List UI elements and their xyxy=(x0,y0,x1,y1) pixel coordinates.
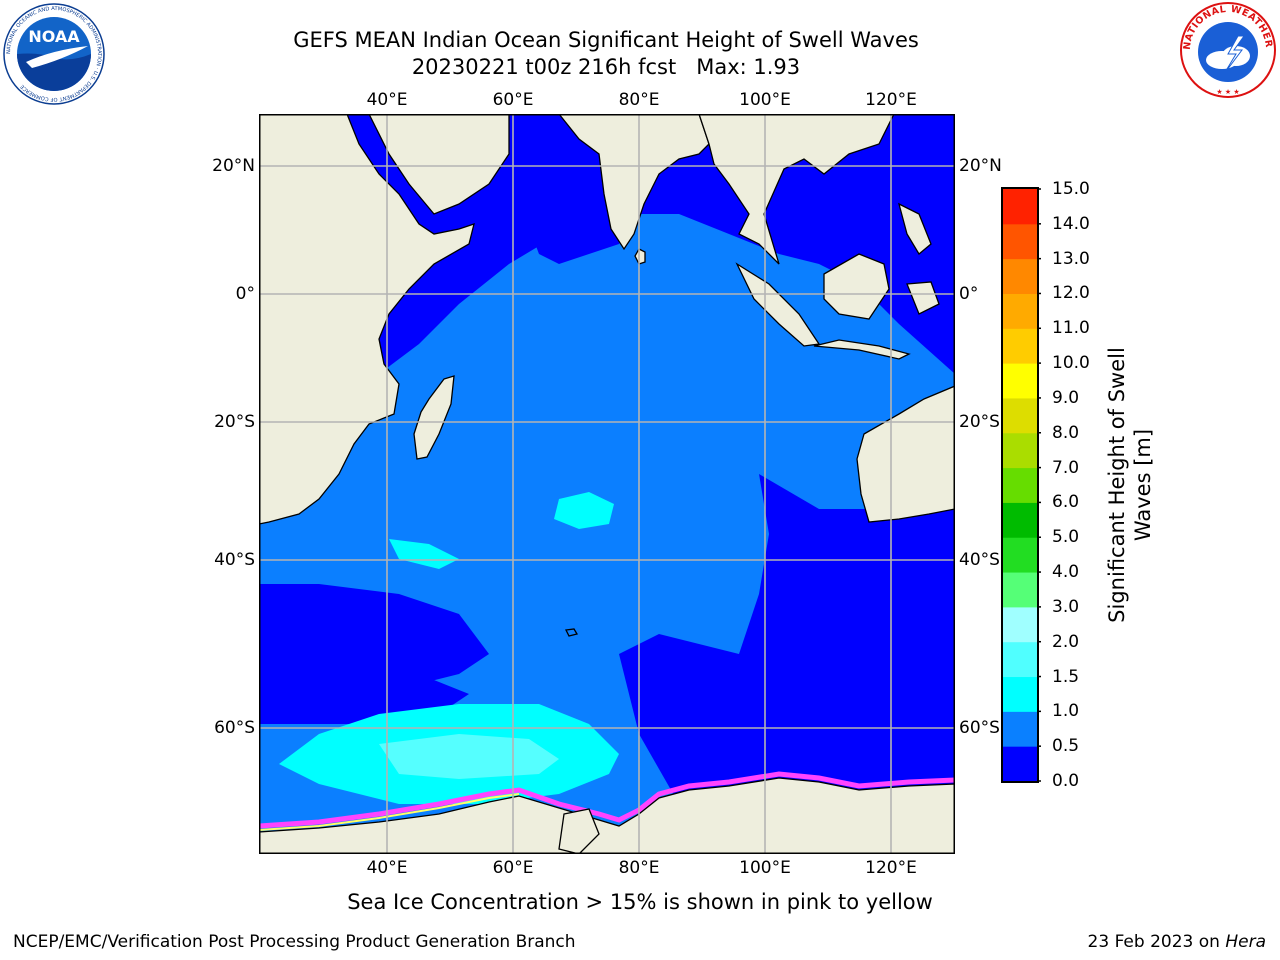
lat-tick-left-40s: 40°S xyxy=(214,550,255,570)
colorbar-segment xyxy=(1003,189,1037,225)
colorbar-tick-label: 9.0 xyxy=(1052,387,1080,408)
colorbar-label-text: Significant Height of Swell Waves [m] xyxy=(1105,347,1155,623)
land-madagascar xyxy=(413,375,455,460)
footer-date-text: 23 Feb 2023 on xyxy=(1087,932,1226,952)
sea-ice-note: Sea Ice Concentration > 15% is shown in … xyxy=(347,890,933,914)
colorbar-tick-label: 15.0 xyxy=(1052,179,1090,199)
graticule xyxy=(259,114,955,854)
title-line-1: GEFS MEAN Indian Ocean Significant Heigh… xyxy=(293,28,919,52)
colorbar-tick-label: 4.0 xyxy=(1052,562,1080,583)
lat-tick-right-40s: 40°S xyxy=(959,550,1000,570)
colorbar-tick-label: 7.0 xyxy=(1052,457,1080,478)
colorbar-segment xyxy=(1003,746,1037,782)
colorbar-segment xyxy=(1003,537,1037,573)
swell-band-low-south xyxy=(619,474,955,814)
colorbar-segment xyxy=(1003,711,1037,747)
lat-tick-left-20n: 20°N xyxy=(212,156,255,176)
colorbar-tick-label: 0.5 xyxy=(1052,736,1080,757)
colorbar-tick-label: 2.0 xyxy=(1052,631,1080,652)
lon-tick-top-100e: 100°E xyxy=(739,90,791,110)
lat-tick-left-20s: 20°S xyxy=(214,412,255,432)
land-sumatra xyxy=(735,262,821,347)
lat-tick-right-20s: 20°S xyxy=(959,412,1000,432)
colorbar-tick-label: 10.0 xyxy=(1052,353,1090,374)
colorbar-tick-label: 11.0 xyxy=(1052,318,1090,339)
colorbar xyxy=(1001,187,1041,783)
lon-tick-bottom-80e: 80°E xyxy=(618,858,660,878)
lon-tick-bottom-120e: 120°E xyxy=(865,858,917,878)
colorbar-segment xyxy=(1003,328,1037,364)
lon-tick-bottom-60e: 60°E xyxy=(492,858,534,878)
lon-tick-top-120e: 120°E xyxy=(865,90,917,110)
colorbar-frame xyxy=(1001,187,1039,783)
colorbar-segment xyxy=(1003,606,1037,643)
colorbar-tick-label: 12.0 xyxy=(1052,283,1090,304)
footer-credit: NCEP/EMC/Verification Post Processing Pr… xyxy=(13,932,576,952)
colorbar-segment xyxy=(1003,258,1037,294)
colorbar-segment xyxy=(1003,467,1037,503)
lon-tick-top-60e: 60°E xyxy=(492,90,534,110)
footer-host: Hera xyxy=(1225,932,1266,952)
map-panel xyxy=(259,114,955,854)
land-australia xyxy=(856,385,955,523)
colorbar-segment xyxy=(1003,502,1037,538)
colorbar-tick-label: 5.0 xyxy=(1052,527,1080,548)
lon-tick-bottom-40e: 40°E xyxy=(366,858,408,878)
lon-tick-top-80e: 80°E xyxy=(618,90,660,110)
colorbar-tick-label: 1.0 xyxy=(1052,701,1080,722)
noaa-wordmark: NOAA xyxy=(28,27,80,46)
colorbar-tick-label: 13.0 xyxy=(1052,248,1090,269)
colorbar-tick-label: 14.0 xyxy=(1052,213,1090,234)
colorbar-tick-label: 6.0 xyxy=(1052,492,1080,513)
nws-logo: NATIONAL WEATHER SERVICE ★ ★ ★ xyxy=(1178,0,1276,98)
lat-tick-right-0: 0° xyxy=(959,284,979,304)
land-borneo xyxy=(823,253,890,320)
colorbar-segment xyxy=(1003,397,1037,434)
noaa-logo: NATIONAL OCEANIC AND ATMOSPHERIC ADMINIS… xyxy=(3,3,105,105)
land-se-asia xyxy=(698,114,895,265)
colorbar-segment xyxy=(1003,572,1037,608)
footer-date: 23 Feb 2023 on Hera xyxy=(1088,932,1266,952)
colorbar-segment xyxy=(1003,641,1037,678)
colorbar-label: Significant Height of Swell Waves [m] xyxy=(1104,335,1156,635)
svg-text:★ ★ ★: ★ ★ ★ xyxy=(1216,88,1239,96)
colorbar-segment xyxy=(1003,223,1037,260)
lon-tick-top-40e: 40°E xyxy=(366,90,408,110)
lat-tick-right-20n: 20°N xyxy=(959,156,1002,176)
colorbar-segment xyxy=(1003,432,1037,469)
title-line-2: 20230221 t00z 216h fcst Max: 1.93 xyxy=(411,55,801,79)
land-arabia xyxy=(368,114,510,215)
land-antarctica xyxy=(259,777,955,854)
lat-tick-right-60s: 60°S xyxy=(959,718,1000,738)
colorbar-segment xyxy=(1003,293,1037,329)
colorbar-tick-label: 8.0 xyxy=(1052,422,1080,443)
colorbar-tick-label: 0.0 xyxy=(1052,771,1080,791)
sea-ice-edge xyxy=(259,771,955,829)
colorbar-segment xyxy=(1003,676,1037,712)
colorbar-tick-label: 1.5 xyxy=(1052,666,1080,687)
lon-tick-bottom-100e: 100°E xyxy=(739,858,791,878)
lat-tick-left-0: 0° xyxy=(235,284,255,304)
lat-tick-left-60s: 60°S xyxy=(214,718,255,738)
colorbar-tick-label: 3.0 xyxy=(1052,596,1080,617)
colorbar-segment xyxy=(1003,363,1037,399)
